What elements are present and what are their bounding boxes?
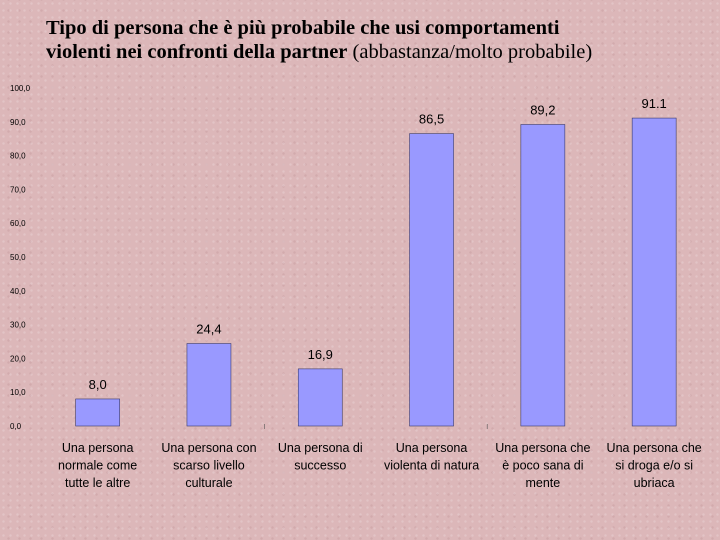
data-label: 16,9: [308, 347, 333, 362]
y-tick-label: 100,0: [10, 84, 31, 93]
y-tick-label: 0,0: [10, 422, 22, 431]
x-category-label: Una persona che si droga e/o si ubriaca: [607, 441, 702, 490]
y-tick-label: 70,0: [10, 185, 26, 194]
y-tick-label: 90,0: [10, 118, 26, 127]
bar: [520, 124, 566, 427]
title-line-2: violenti nei confronti della partner (ab…: [46, 40, 716, 64]
data-label: 91.1: [641, 96, 666, 111]
y-tick-label: 20,0: [10, 354, 26, 363]
data-label: 24,4: [196, 322, 221, 337]
x-category-label: Una persona di successo: [278, 441, 363, 473]
title-line-1: Tipo di persona che è più probabile che …: [46, 17, 560, 39]
y-tick-label: 30,0: [10, 321, 26, 330]
x-category-label: Una persona violenta di natura: [384, 441, 479, 473]
y-tick-label: 40,0: [10, 287, 26, 296]
y-tick-label: 50,0: [10, 253, 26, 262]
data-label: 86,5: [419, 112, 444, 127]
title-line-2-bold: violenti nei confronti della partner: [46, 41, 348, 63]
x-category-label: Una persona normale come tutte le altre: [58, 441, 137, 490]
data-label: 8,0: [89, 377, 107, 392]
x-category-label: Una persona che è poco sana di mente: [495, 441, 590, 490]
y-tick-label: 10,0: [10, 388, 26, 397]
y-tick-label: 60,0: [10, 219, 26, 228]
y-tick-label: 80,0: [10, 152, 26, 161]
chart-title: Tipo di persona che è più probabile che …: [46, 16, 716, 64]
data-label: 89,2: [530, 103, 555, 118]
bar: [186, 343, 232, 427]
bar: [75, 398, 120, 427]
title-line-2-note: (abbastanza/molto probabile): [347, 41, 593, 63]
bar: [409, 133, 454, 427]
bar: [631, 117, 677, 427]
bar: [297, 368, 343, 427]
x-category-label: Una persona con scarso livello culturale: [161, 441, 256, 490]
